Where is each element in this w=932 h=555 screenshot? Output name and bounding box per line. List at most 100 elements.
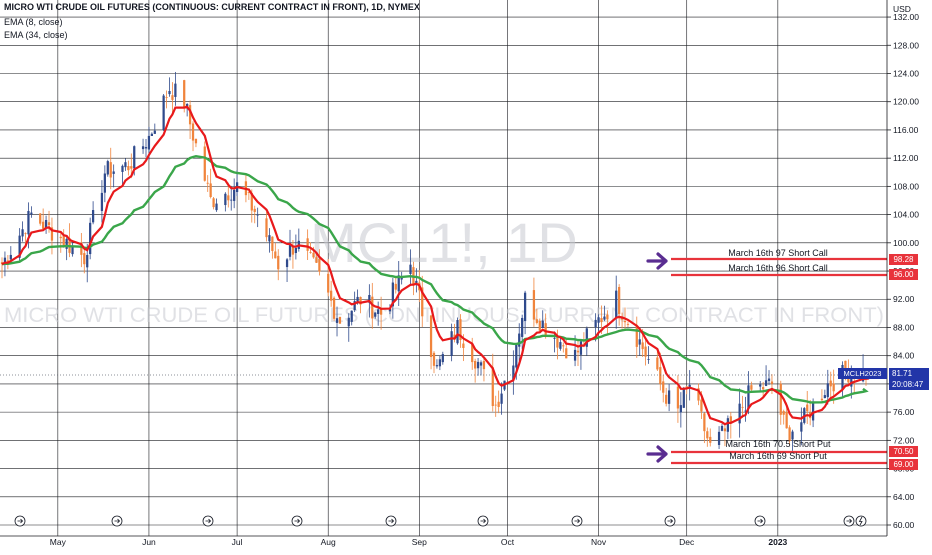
candle-body: [265, 218, 268, 238]
candle-body: [400, 276, 403, 280]
candle-body: [347, 317, 350, 327]
candle-body: [62, 235, 65, 247]
lightning-icon: [858, 516, 863, 526]
candle-body: [250, 192, 253, 211]
candle-body: [459, 319, 462, 340]
indicator-ema-8[interactable]: EMA (8, close): [4, 17, 63, 27]
candle-body: [203, 146, 206, 181]
candle-body: [130, 166, 133, 169]
candle-body: [350, 310, 353, 322]
candle-body: [209, 183, 212, 198]
candle-body: [3, 257, 7, 264]
candle-body: [606, 314, 609, 320]
event-arrow-icon: [388, 518, 395, 524]
candle-body: [556, 337, 559, 348]
candles: [0, 71, 868, 451]
price-tick-label: 124.00: [893, 68, 919, 78]
candle-body: [435, 365, 439, 367]
time-tick-label: Jul: [232, 537, 243, 547]
candle-body: [500, 393, 503, 404]
candle-body: [850, 374, 853, 387]
price-tick-label: 76.00: [893, 407, 915, 417]
candle-body: [233, 189, 236, 201]
indicator-ema-34[interactable]: EMA (34, close): [4, 30, 68, 40]
event-markers[interactable]: [14, 515, 867, 527]
candle-body: [788, 427, 791, 442]
time-tick-label: Dec: [679, 537, 695, 547]
last-price-tag: 81.71 20:08:47: [889, 368, 929, 390]
candle-body: [127, 166, 130, 171]
candle-body: [86, 254, 89, 268]
candle-body: [147, 135, 151, 150]
candle-body: [124, 162, 127, 168]
level-tag-69-00: 69.00: [889, 459, 918, 470]
candle-body: [785, 411, 788, 429]
price-tick-label: 132.00: [893, 12, 919, 22]
candle-body: [291, 246, 295, 255]
level-label: March 16th 69 Short Put: [729, 451, 827, 461]
candle-body: [806, 404, 809, 412]
candle-body: [227, 195, 230, 201]
candle-body: [565, 348, 568, 359]
candle-body: [174, 83, 177, 97]
candle-body: [224, 193, 227, 206]
candle-body: [811, 401, 815, 421]
candle-body: [800, 422, 803, 432]
event-arrow-icon: [757, 518, 764, 524]
price-tick-label: 60.00: [893, 520, 915, 530]
plot-area: [0, 0, 887, 536]
level-tag-70-50: 70.50: [889, 446, 918, 457]
arrow-icon: [646, 445, 668, 463]
candle-body: [600, 318, 603, 323]
candle-body: [594, 319, 597, 328]
candle-body: [18, 235, 21, 258]
candle-body: [597, 317, 600, 323]
candle-body: [356, 296, 359, 304]
candle-body: [338, 316, 342, 324]
candle-body: [638, 339, 641, 345]
candle-body: [585, 328, 588, 347]
level-label: March 16th 97 Short Call: [728, 248, 828, 258]
candle-body: [665, 394, 668, 404]
candle-body: [421, 287, 424, 317]
event-arrow-icon: [205, 518, 212, 524]
candle-body: [538, 320, 541, 331]
level-label: March 16th 70.5 Short Put: [725, 439, 831, 449]
candle-body: [767, 378, 771, 381]
candle-body: [141, 146, 145, 150]
candle-body: [579, 341, 583, 355]
candle-body: [659, 367, 662, 385]
candle-body: [330, 290, 333, 301]
candle-body: [144, 147, 148, 149]
candle-body: [359, 296, 362, 305]
candle-body: [379, 308, 383, 315]
candle-body: [83, 253, 86, 265]
watermark-symbol: MCL1!, 1D: [310, 211, 578, 274]
candle-body: [71, 246, 74, 255]
candle-body: [562, 345, 565, 347]
event-arrow-icon: [294, 518, 301, 524]
candle-body: [274, 251, 277, 259]
watermark-description: MICRO WTI CRUDE OIL FUTURES (CONTINUOUS:…: [4, 304, 884, 327]
price-tick-label: 64.00: [893, 492, 915, 502]
candle-body: [27, 210, 30, 235]
candle-body: [191, 123, 195, 141]
candle-body: [112, 171, 115, 174]
candle-body: [700, 399, 703, 412]
time-axis[interactable]: May Jun Jul Aug Sep Oct Nov Dec 2023: [0, 535, 887, 547]
dividend-marker-icon[interactable]: [855, 515, 867, 527]
candle-body: [541, 320, 544, 328]
candle-body: [256, 214, 259, 216]
price-tick-label: 72.00: [893, 435, 915, 445]
price-tick-label: 116.00: [893, 125, 919, 135]
candle-body: [371, 296, 374, 319]
candle-body: [644, 346, 647, 357]
event-arrow-icon: [114, 518, 121, 524]
candle-body: [826, 383, 829, 398]
candle-body: [544, 323, 547, 337]
candle-body: [285, 259, 289, 268]
candle-body: [397, 275, 400, 292]
candle-body: [377, 309, 380, 314]
candle-body: [30, 212, 33, 215]
